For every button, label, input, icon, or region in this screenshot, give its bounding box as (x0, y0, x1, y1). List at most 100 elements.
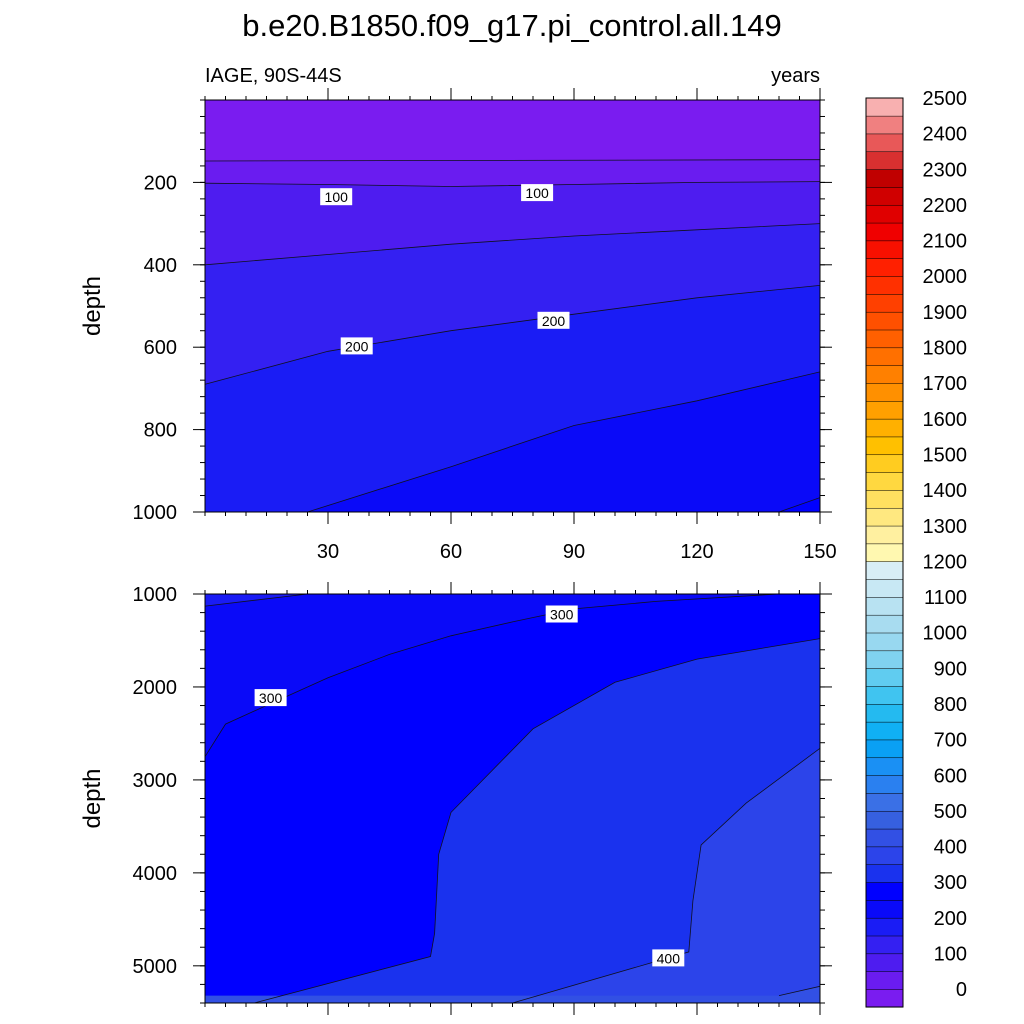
x-tick-label: 150 (803, 541, 836, 563)
contour-label: 100 (521, 184, 554, 202)
colorbar-label: 1700 (923, 373, 968, 395)
colorbar-label: 1200 (923, 551, 968, 573)
colorbar-label: 1500 (923, 445, 968, 467)
contour-line-300 (778, 497, 820, 512)
colorbar-box (865, 240, 904, 259)
contour-line-50 (205, 159, 820, 162)
svg-text:200: 200 (542, 313, 566, 329)
colorbar-box (865, 400, 904, 420)
colorbar-label: 300 (934, 872, 967, 894)
colorbar-box (865, 436, 904, 456)
colorbar-label: 2000 (923, 266, 968, 288)
colorbar-box (865, 614, 904, 634)
colorbar-box (865, 721, 904, 741)
colorbar-box (865, 329, 904, 349)
colorbar-label: 800 (934, 694, 967, 716)
colorbar-box (865, 543, 904, 562)
contour-label: 100 (320, 188, 353, 206)
contour-label: 300 (545, 605, 578, 623)
colorbar-box (865, 899, 904, 919)
colorbar-label: 2100 (923, 231, 968, 253)
contour-line-250 (205, 594, 308, 607)
colorbar-box (865, 472, 904, 491)
colorbar-box (865, 881, 904, 901)
colorbar: 0 100 200 300 400 500 600 700 800 900 1000 1100 1200… (865, 88, 968, 1008)
colorbar-box (865, 222, 904, 242)
svg-text:300: 300 (259, 690, 283, 706)
x-tick-label: 120 (680, 541, 713, 563)
colorbar-box (865, 792, 904, 812)
x-tick-label: 90 (563, 541, 585, 563)
colorbar-box (865, 668, 904, 687)
colorbar-label: 600 (934, 765, 967, 787)
colorbar-label: 1300 (923, 516, 968, 538)
y-tick-label: 1000 (133, 584, 178, 606)
colorbar-label: 0 (956, 979, 967, 1001)
contour-line-300 (205, 594, 780, 757)
upper-panel: 100 100 200 200 30 60 90 120 150 200 400 600 800 1000… (79, 88, 837, 563)
colorbar-label: 400 (934, 837, 967, 859)
colorbar-box (865, 525, 904, 545)
colorbar-box (865, 151, 904, 170)
svg-text:100: 100 (325, 189, 349, 205)
colorbar-box (865, 828, 904, 848)
contour-label: 200 (537, 311, 570, 329)
colorbar-label: 1900 (923, 302, 968, 324)
colorbar-box (865, 650, 904, 669)
colorbar-label: 100 (934, 944, 967, 966)
contour-label: 400 (652, 949, 685, 967)
contour-line-200 (205, 285, 820, 385)
colorbar-box (865, 596, 904, 616)
colorbar-label: 1800 (923, 338, 968, 360)
y-tick-label: 800 (144, 420, 177, 442)
colorbar-box (865, 133, 904, 153)
colorbar-box (865, 418, 904, 438)
x-tick-label: 60 (440, 541, 462, 563)
colorbar-box (865, 97, 904, 117)
colorbar-box (865, 489, 904, 509)
y-tick-label: 400 (144, 255, 177, 277)
colorbar-box (865, 757, 904, 776)
colorbar-box (865, 775, 904, 794)
colorbar-box (865, 169, 904, 188)
colorbar-label: 1600 (923, 409, 968, 431)
colorbar-label: 2400 (923, 124, 968, 146)
colorbar-label: 2200 (923, 195, 968, 217)
colorbar-box (865, 632, 904, 652)
contour-band-450 (205, 986, 820, 1003)
colorbar-box (865, 347, 904, 366)
x-tick-label: 30 (317, 541, 339, 563)
colorbar-box (865, 846, 904, 865)
colorbar-label: 200 (934, 908, 967, 930)
y-tick-label: 2000 (133, 677, 178, 699)
colorbar-box (865, 703, 904, 723)
colorbar-box (865, 258, 904, 277)
lower-panel: 300 300 400 1000 2000 3000 4000 5000 depth (79, 582, 832, 1015)
colorbar-box (865, 275, 904, 295)
chart-title: b.e20.B1850.f09_g17.pi_control.all.149 (242, 8, 782, 43)
colorbar-box (865, 739, 904, 759)
contour-line-350 (254, 638, 820, 1003)
contour-line-250 (307, 371, 820, 512)
svg-text:200: 200 (345, 338, 369, 354)
y-tick-label: 200 (144, 172, 177, 194)
colorbar-label: 1400 (923, 480, 968, 502)
colorbar-label: 1100 (924, 587, 967, 609)
colorbar-box (865, 685, 904, 705)
colorbar-label: 2300 (923, 159, 968, 181)
contour-band-250 (205, 371, 820, 512)
colorbar-box (865, 204, 904, 224)
colorbar-box (865, 507, 904, 527)
right-string: years (771, 65, 820, 87)
colorbar-box (865, 454, 904, 473)
colorbar-label: 500 (934, 801, 967, 823)
colorbar-label: 700 (934, 730, 967, 752)
y-tick-label: 1000 (133, 502, 178, 524)
colorbar-label: 1000 (923, 623, 968, 645)
contour-label: 300 (254, 689, 287, 707)
colorbar-box (865, 186, 904, 206)
colorbar-box (865, 365, 904, 384)
y-tick-label: 5000 (133, 956, 178, 978)
colorbar-box (865, 578, 904, 598)
